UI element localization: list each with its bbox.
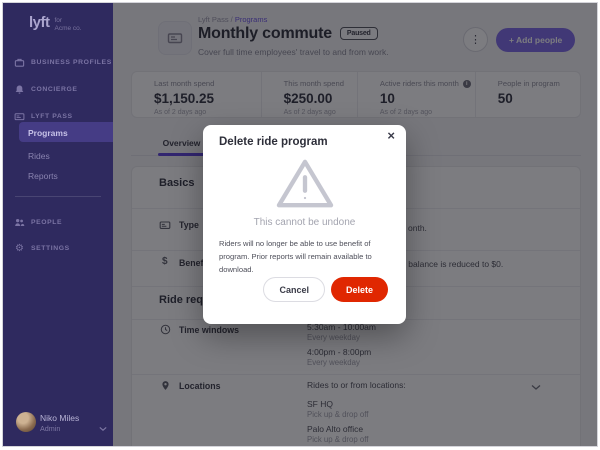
lyft-logo: lyft for Acme co.: [29, 15, 82, 33]
briefcase-icon: [14, 57, 25, 68]
user-role: Admin: [40, 424, 61, 433]
sidebar-item-people[interactable]: PEOPLE: [14, 215, 62, 229]
chevron-down-icon: [99, 419, 107, 437]
sidebar-item-settings[interactable]: ⚙ SETTINGS: [15, 242, 70, 254]
close-icon[interactable]: ×: [387, 128, 395, 143]
sidebar-item-rides[interactable]: Rides: [28, 151, 50, 161]
modal-actions: Cancel Delete: [263, 277, 388, 302]
cancel-button[interactable]: Cancel: [263, 277, 325, 302]
sidebar-item-reports[interactable]: Reports: [28, 171, 58, 181]
sidebar-item-concierge[interactable]: CONCIERGE: [14, 82, 78, 96]
user-name: Niko Miles: [40, 413, 80, 423]
bell-icon: [14, 84, 25, 95]
delete-program-modal: Delete ride program × This cannot be und…: [203, 125, 406, 324]
warning-icon: [203, 157, 406, 211]
avatar: [16, 412, 36, 432]
modal-title: Delete ride program: [219, 136, 328, 148]
sidebar-item-programs[interactable]: Programs: [28, 128, 68, 138]
gear-icon: ⚙: [15, 242, 24, 254]
user-menu[interactable]: Niko Miles Admin: [16, 412, 107, 437]
delete-button[interactable]: Delete: [330, 277, 388, 302]
logo-company: for Acme co.: [54, 17, 82, 32]
pass-card-icon: [14, 111, 25, 122]
sidebar-item-business-profiles[interactable]: BUSINESS PROFILES: [14, 55, 112, 69]
lyft-logo-text: lyft: [29, 14, 50, 31]
sidebar-active-highlight: [19, 122, 113, 142]
people-icon: [14, 217, 25, 228]
modal-body-text: Riders will no longer be able to use ben…: [219, 239, 372, 274]
sidebar-divider: [15, 196, 101, 197]
sidebar: lyft for Acme co. BUSINESS PROFILES: [3, 3, 113, 446]
sidebar-item-lyft-pass[interactable]: LYFT PASS: [14, 109, 73, 123]
modal-warning-text: This cannot be undone: [253, 217, 356, 228]
